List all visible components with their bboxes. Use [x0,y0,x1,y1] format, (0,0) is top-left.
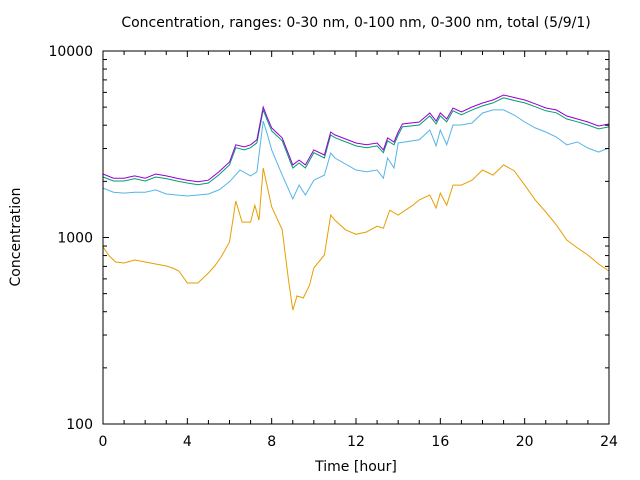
x-tick-label: 20 [516,434,534,450]
chart-title: Concentration, ranges: 0-30 nm, 0-100 nm… [121,15,590,31]
x-tick-label: 16 [431,434,449,450]
series-line-0-300-nm [102,97,610,186]
y-tick-label: 100 [66,417,93,433]
x-axis-label: Time [hour] [314,459,397,475]
y-axis-label: Concentration [8,187,24,286]
x-tick-label: 0 [99,434,108,450]
ticks-layer [102,50,610,425]
series-line-total [102,94,610,183]
y-tick-label: 10000 [48,44,93,60]
x-tick-label: 24 [600,434,618,450]
x-tick-label: 4 [183,434,192,450]
series-line-0-30-nm [102,164,610,311]
series-line-0-100-nm [102,109,610,201]
y-tick-label: 1000 [57,231,93,247]
x-tick-label: 8 [267,434,276,450]
tick-labels-layer: 0 4 8 12 16 20 24 100 1000 10000 [48,44,618,450]
series-layer [102,94,610,311]
x-tick-label: 12 [347,434,365,450]
plot-frame [102,50,610,425]
